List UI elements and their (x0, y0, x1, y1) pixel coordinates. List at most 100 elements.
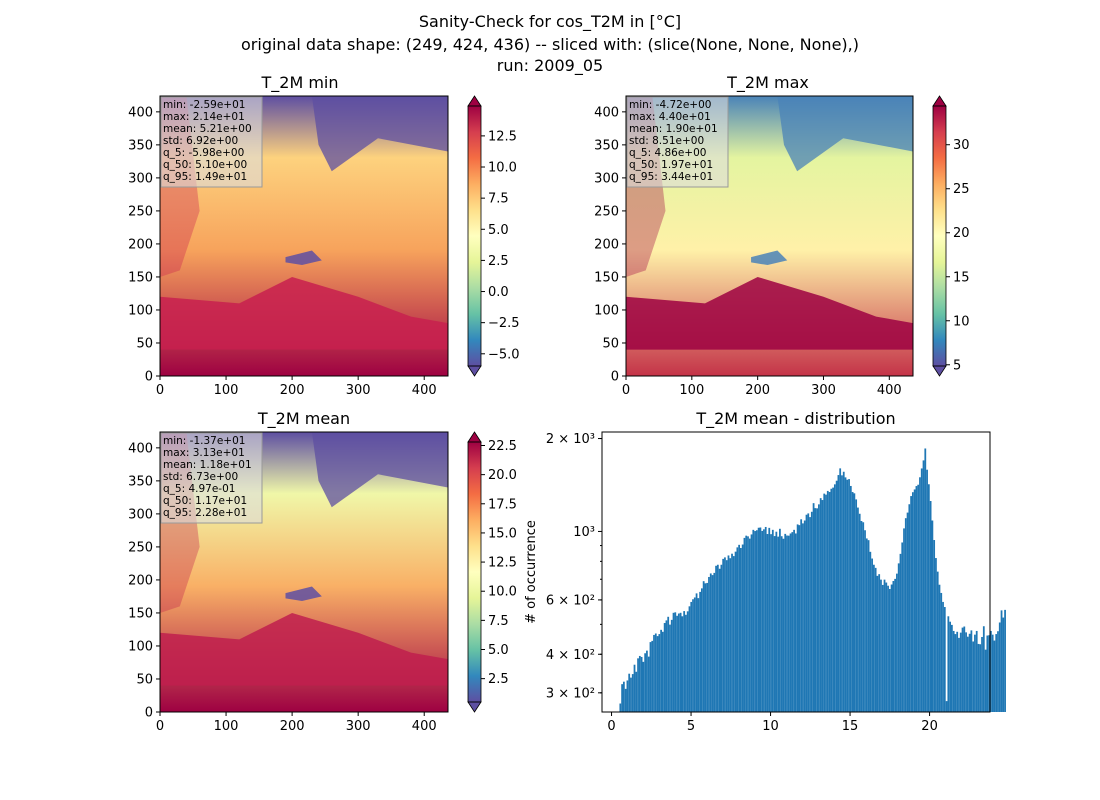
stats-box-background (160, 96, 263, 188)
colorbar-tick-label: 20.0 (488, 468, 517, 483)
colorbar-tick-label: 2.5 (488, 672, 509, 687)
histogram-bar (945, 701, 948, 712)
histogram-bar (736, 547, 739, 712)
histogram-bar (660, 629, 662, 712)
y-tick-label: 150 (128, 606, 153, 621)
histogram-bar (731, 553, 733, 712)
histogram-bar (672, 612, 675, 712)
histogram-bar (789, 533, 792, 712)
x-axis: 0 5 10 15 20 (607, 712, 938, 734)
histogram-bar (724, 557, 726, 712)
histogram-bar (970, 630, 973, 712)
histogram-bar (637, 658, 639, 712)
stats-line: q_50: 1.17e+01 (163, 495, 247, 507)
histogram-bar (738, 544, 741, 712)
histogram-bar (653, 634, 655, 712)
histogram-bar (959, 632, 962, 712)
histogram-bar (649, 642, 652, 712)
histogram-bar (642, 661, 645, 712)
histogram-bar (784, 533, 787, 712)
stats-line: min: -1.37e+01 (163, 435, 245, 447)
histogram-bar (906, 512, 909, 712)
histogram-bar (883, 579, 886, 712)
x-tick-label: 0 (607, 719, 615, 734)
histogram-bar (708, 576, 710, 712)
histogram-bar (725, 560, 728, 712)
histogram-bar (821, 500, 824, 712)
histogram-bar (681, 616, 684, 712)
colorbar-tick-label: 5.0 (488, 643, 509, 658)
y-tick-label: 300 (594, 171, 619, 186)
histogram-bar (794, 533, 797, 712)
histogram-bar (798, 525, 801, 712)
colorbar-extend-bottom (467, 701, 482, 713)
histogram-bar (961, 627, 964, 712)
x-tick-label: 300 (811, 383, 836, 398)
y-tick-label: 50 (136, 672, 153, 687)
histogram-bar (908, 504, 911, 712)
map-frame (159, 95, 449, 377)
histogram-bar (683, 611, 686, 712)
histogram-bar (998, 622, 1001, 712)
stats-line: q_95: 1.49e+01 (163, 171, 247, 183)
histogram-bar (711, 575, 714, 712)
histogram-bar (775, 531, 778, 712)
histogram-bar (814, 508, 817, 712)
histogram-bar (862, 522, 865, 712)
histogram-bar (800, 519, 803, 712)
y-tick-label: 250 (128, 204, 153, 219)
histogram-bar (878, 574, 881, 712)
histogram-bar (871, 558, 873, 712)
histogram-bar (915, 486, 918, 712)
stats-line: q_95: 2.28e+01 (163, 507, 247, 519)
colorbar-tick-label: 10.0 (488, 161, 517, 176)
stats-line: mean: 1.18e+01 (163, 459, 252, 471)
histogram-bar (670, 619, 673, 712)
colorbar-gradient (468, 106, 481, 366)
histogram-bar (635, 671, 638, 712)
y-tick-label: 100 (594, 303, 619, 318)
stats-line: std: 6.92e+00 (163, 135, 238, 147)
histogram-bar (793, 529, 795, 712)
histogram-bar (954, 634, 957, 712)
histogram-bar (752, 529, 755, 712)
colorbar-tick-label: 10.0 (488, 585, 517, 600)
y-tick-label: 6 × 10² (546, 593, 595, 608)
histogram-bar (968, 633, 971, 712)
histogram-bar (622, 681, 625, 712)
x-tick-label: 10 (762, 719, 779, 734)
histogram-bar (919, 477, 921, 712)
colorbar-tick-label: 12.5 (488, 556, 517, 571)
colorbar-extend-bottom (467, 365, 482, 377)
histogram-bar (855, 499, 858, 712)
histogram-bar (867, 540, 870, 712)
stats-line: q_5: 4.97e-01 (163, 483, 235, 495)
histogram-bar (651, 640, 654, 712)
histogram-panel: T_2M mean - distribution 0 5 10 15 20 3 × 10… (546, 409, 1006, 734)
histogram-bar (851, 492, 854, 712)
colorbar-tick-label: 15 (953, 270, 970, 285)
colorbar-tick-label: 20 (953, 226, 970, 241)
stats-box-background (626, 96, 729, 188)
histogram-bar (782, 538, 785, 712)
histogram-bar (988, 635, 991, 712)
histogram-bar (764, 526, 767, 712)
histogram-bar (740, 547, 742, 712)
map-alps (285, 250, 322, 266)
colorbar-tick-label: 0.0 (488, 285, 509, 300)
colorbar-extend-bottom (932, 365, 947, 377)
y-tick-label: 50 (602, 336, 619, 351)
histogram-bar (899, 553, 902, 712)
map-scandinavia (311, 432, 448, 508)
colorbar-tick-label: 22.5 (488, 439, 517, 454)
y-tick-label: 0 (145, 370, 153, 385)
y-tick-label: 150 (594, 270, 619, 285)
histogram-bar (913, 489, 916, 712)
y-tick-label: 50 (136, 336, 153, 351)
colorbar-extend-top (467, 95, 482, 107)
colorbar-tick-label: 12.5 (488, 129, 517, 144)
histogram-bar (692, 599, 694, 712)
histogram-bar (947, 616, 950, 712)
